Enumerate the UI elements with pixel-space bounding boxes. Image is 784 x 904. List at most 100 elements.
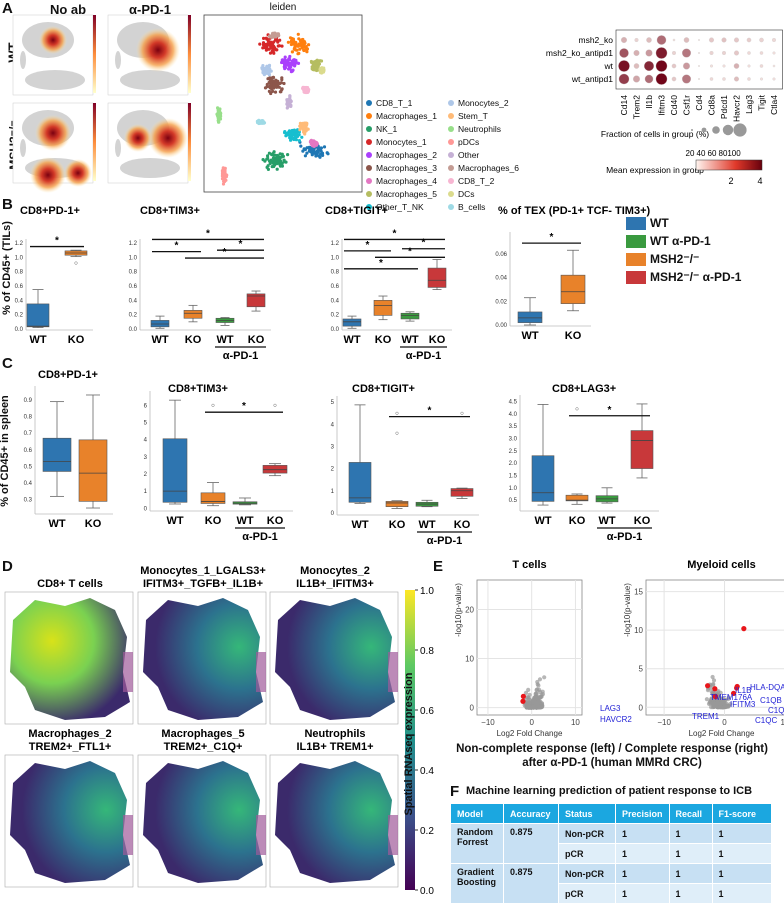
dot-Pdcd1: [722, 77, 726, 81]
box-WT: [531, 455, 555, 502]
legend-label: Other_T_NK: [376, 201, 424, 212]
highlight-point: [712, 693, 719, 700]
dot-Havcr2: [733, 37, 739, 43]
legend-label: Macrophages_3: [376, 162, 437, 173]
gene-point: [534, 691, 539, 696]
gene-label: HLA-DQA1: [750, 683, 784, 692]
umap-cell-Macrophages_2: [288, 57, 292, 62]
umap-cell-Other: [287, 104, 292, 108]
cell-status: Non-pCR: [558, 823, 616, 844]
embedding-blob: [20, 139, 26, 157]
dot-Trem2: [633, 50, 640, 57]
y-tick-label: 0.3: [24, 498, 33, 504]
tissue-section: [10, 761, 130, 883]
significance-star: *: [393, 228, 397, 239]
gene-label: HAVCR2: [600, 715, 632, 724]
umap-cell-Other: [288, 100, 292, 104]
density-colorbar: [188, 15, 191, 93]
umap-cell-Macrophages_1: [302, 48, 306, 52]
legend-swatch: [366, 99, 372, 106]
y-tick-label: 1.0: [129, 255, 138, 261]
dot-Cd40: [672, 38, 676, 42]
gene-label: Tigit: [757, 94, 767, 110]
dot-Cd4: [697, 52, 700, 55]
umap-cell-CD8_T_1: [319, 152, 323, 156]
umap-cell-Macrophages_1: [307, 43, 311, 47]
gene-point: [526, 687, 531, 692]
gene-point: [523, 690, 529, 695]
umap-cell-NK_1: [284, 160, 288, 164]
gene-label: Havcr2: [732, 95, 742, 122]
boxplot-b1: CD8+PD-1+ 0.0 0.2 0.4 0.6 0.8 1.0 1.2 WT KO *: [15, 205, 93, 346]
legend-swatch: [366, 112, 372, 119]
y-tick-label: 0.4: [24, 481, 33, 487]
size-legend-title: Fraction of cells in group (%): [601, 129, 709, 139]
x-tick-label: WT: [418, 519, 435, 531]
umap-cell-Neutrophils: [217, 109, 221, 113]
size-legend-tick: 40: [697, 149, 706, 158]
chart-title: CD8+TIM3+: [140, 205, 200, 217]
legend-swatch: [626, 234, 646, 248]
map-title: TREM2+_C1Q+: [164, 741, 243, 753]
umap-cell-Macrophages_4: [308, 140, 312, 144]
box-KO: [373, 300, 393, 316]
umap-cell-NK_1: [266, 154, 270, 158]
y-tick-label: 5: [144, 420, 148, 426]
legend-swatch: [448, 151, 454, 158]
row-label: wt_antipd1: [571, 74, 613, 84]
umap-cell-Monocytes_1: [280, 44, 284, 48]
y-tick-label: 0.8: [129, 270, 138, 276]
y-tick-label: 1.0: [15, 255, 24, 261]
y-tick-label: 0.04: [495, 276, 507, 282]
dot-Ifitm3: [655, 47, 668, 59]
y-tick-label: 1.2: [331, 241, 340, 247]
legend-label: Other: [458, 149, 480, 160]
umap-cell-Macrophages_4: [312, 141, 316, 145]
umap-cell-Macrophages_5: [309, 59, 313, 64]
y-tick-label: 5: [639, 665, 644, 674]
significance-star: *: [242, 401, 246, 412]
umap-leiden-plot: [203, 14, 363, 193]
umap-cell-Macrophages_3: [273, 90, 278, 94]
x-tick-label: KO: [267, 515, 284, 527]
spatial-map: [137, 754, 267, 888]
density-embedding-grid: [12, 14, 191, 193]
dot-Cd4: [697, 65, 700, 68]
x-tick-label: WT: [151, 334, 168, 346]
embedding-blob: [115, 51, 121, 69]
box-KO: [246, 293, 266, 308]
colorbar-tick-label: 0.4: [420, 766, 434, 777]
table-row: pCR 1 1 1: [451, 883, 772, 904]
map-title: IL1B+_IFITM3+: [296, 578, 374, 590]
legend-swatch: [366, 164, 372, 171]
volcano-plots: −10 0 10 0 10 20 T cells Log2 Fold Change -log10…: [454, 559, 784, 738]
dot-Ifitm3: [655, 73, 668, 85]
significance-star: *: [608, 405, 612, 416]
density-hotspot: [124, 124, 152, 152]
map-title: Monocytes_2: [300, 565, 370, 577]
umap-cell-Macrophages_2: [288, 67, 292, 71]
density-map: [12, 14, 96, 96]
umap-cell-DCs: [318, 70, 323, 74]
y-tick-label: 3: [144, 455, 148, 461]
legend-swatch: [366, 190, 372, 197]
gene-label: Pdcd1: [719, 95, 729, 119]
x-tick-label: KO: [85, 518, 102, 530]
gene-point: [704, 697, 709, 702]
legend-item: Macrophages_5: [366, 187, 448, 200]
colorbar: [405, 590, 415, 890]
table-header-row: Model Accuracy Status Precision Recall F…: [450, 803, 772, 824]
gene-point: [535, 679, 540, 685]
legend-item: Stem_T: [448, 109, 526, 122]
legend-item: Macrophages_3: [366, 161, 448, 174]
legend-item: Monocytes_1: [366, 135, 448, 148]
umap-cell-Macrophages_1: [292, 42, 296, 46]
umap-cell-Other_T_NK: [290, 135, 294, 139]
y-tick-label: 0.4: [331, 298, 340, 304]
ml-results-table: Model Accuracy Status Precision Recall F…: [450, 803, 772, 904]
dot-Cd40: [671, 51, 676, 56]
significance-star: *: [428, 406, 432, 417]
umap-cell-Other_T_NK: [294, 135, 298, 139]
x-tick-label: 0: [529, 718, 534, 727]
umap-cell-CD8_T_1: [307, 149, 311, 153]
